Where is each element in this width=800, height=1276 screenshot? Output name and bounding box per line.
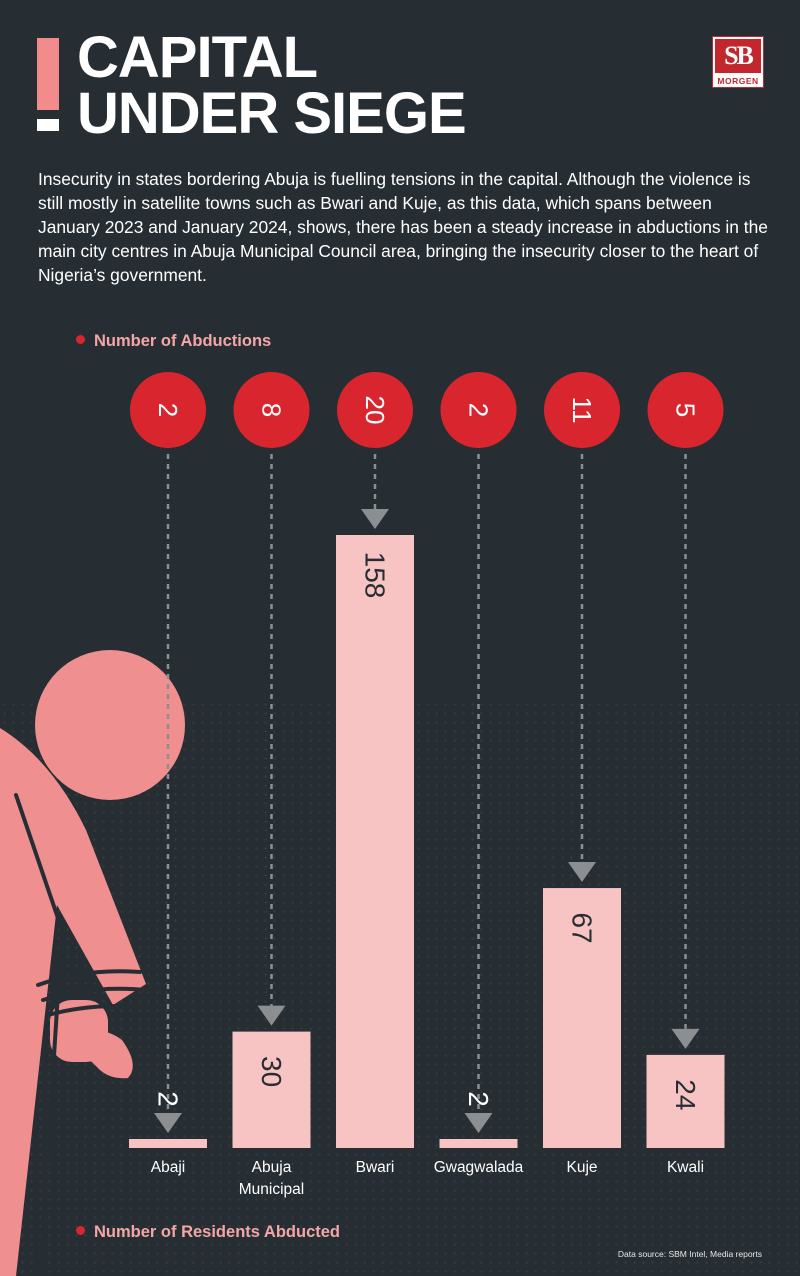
arrow-down-icon <box>464 1113 493 1133</box>
arrow-down-icon <box>154 1113 182 1133</box>
bar-value-label: 67 <box>567 912 598 943</box>
bar-bwari <box>336 535 414 1148</box>
category-label: Kuje <box>566 1159 597 1176</box>
category-label: Municipal <box>239 1181 304 1198</box>
legend-abductions-label: Number of Abductions <box>94 332 272 350</box>
bar-value-label: 30 <box>256 1056 287 1087</box>
bar-kwali <box>646 1054 725 1148</box>
arrow-down-icon <box>671 1028 700 1049</box>
category-label: Gwagwalada <box>434 1159 524 1176</box>
abduction-count-circle <box>130 372 206 448</box>
page-title: CAPITAL UNDER SIEGE <box>77 25 467 146</box>
bar-value-label: 2 <box>463 1091 494 1107</box>
abduction-count-circle <box>233 372 310 448</box>
abduction-count-label: 5 <box>671 403 701 417</box>
exclamation-dot <box>37 119 59 131</box>
bar-gwagwalada <box>439 1139 518 1148</box>
category-label: Kwali <box>667 1159 704 1176</box>
bar-value-label: 2 <box>153 1091 184 1107</box>
title-line-1: CAPITAL <box>77 25 318 90</box>
legend-abductions: Number of Abductions <box>76 332 271 351</box>
arrow-down-icon <box>257 1005 286 1026</box>
title-line-2: UNDER SIEGE <box>77 81 467 146</box>
abduction-count-label: 2 <box>153 403 183 417</box>
bar-abaji <box>129 1139 207 1148</box>
abduction-count-circle <box>337 372 413 448</box>
abduction-count-circle <box>440 372 517 448</box>
abduction-count-label: 2 <box>464 403 494 417</box>
data-source-note: Data source: SBM Intel, Media reports <box>617 1249 762 1259</box>
abduction-count-circle <box>647 372 724 448</box>
legend-dot-icon <box>76 335 85 344</box>
bar-kuje <box>543 888 621 1148</box>
abduction-count-label: 8 <box>257 403 287 417</box>
legend-dot-icon <box>76 1226 85 1235</box>
category-label: Abuja <box>252 1159 292 1176</box>
bar-value-label: 24 <box>670 1079 701 1110</box>
arrow-down-icon <box>361 509 389 529</box>
category-label: Abaji <box>151 1159 185 1176</box>
sb-morgen-logo: SB MORGEN <box>712 36 764 88</box>
legend-residents: Number of Residents Abducted <box>76 1223 340 1242</box>
abduction-count-circle <box>544 372 620 448</box>
category-label: Bwari <box>356 1159 395 1176</box>
abduction-count-label: 20 <box>360 396 390 425</box>
logo-wordmark: MORGEN <box>717 76 759 86</box>
bar-abuja-municipal <box>232 1031 311 1148</box>
bar-value-label: 158 <box>360 552 391 599</box>
intro-paragraph: Insecurity in states bordering Abuja is … <box>38 169 768 285</box>
exclamation-bar <box>37 38 59 110</box>
abduction-count-label: 11 <box>567 397 597 424</box>
arrow-down-icon <box>568 862 596 883</box>
logo-monogram: SB <box>715 39 761 73</box>
legend-residents-label: Number of Residents Abducted <box>94 1223 340 1241</box>
